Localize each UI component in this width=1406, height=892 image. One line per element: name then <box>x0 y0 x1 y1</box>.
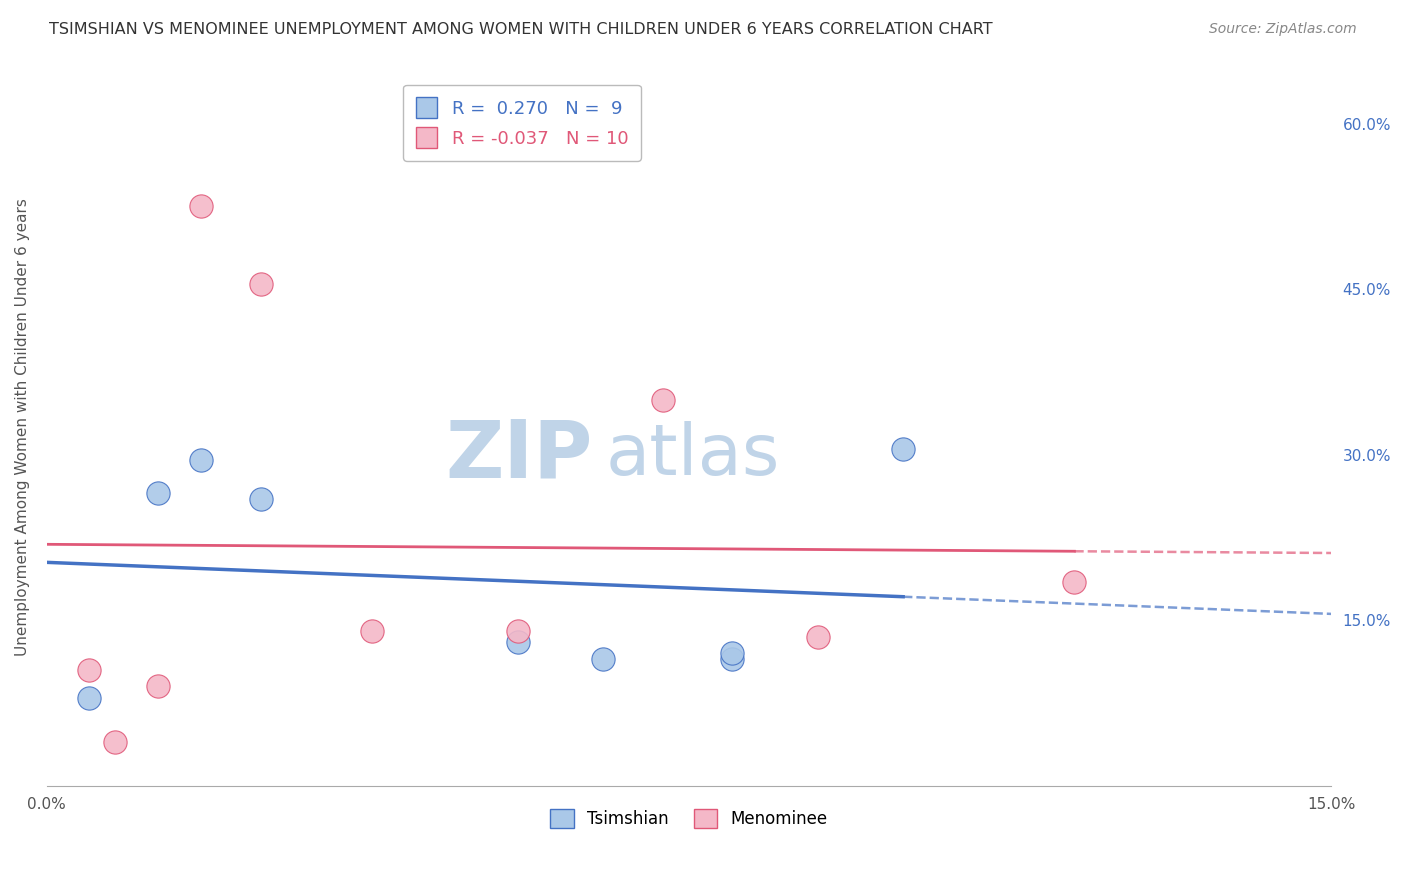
Point <box>190 453 212 467</box>
Y-axis label: Unemployment Among Women with Children Under 6 years: Unemployment Among Women with Children U… <box>15 198 30 657</box>
Point <box>104 734 127 748</box>
Point <box>721 652 744 666</box>
Point <box>249 277 271 291</box>
Point <box>249 491 271 506</box>
Point <box>146 486 169 500</box>
Point <box>146 680 169 694</box>
Point <box>79 663 101 677</box>
Point <box>506 635 529 649</box>
Point <box>806 630 828 644</box>
Point <box>891 442 914 457</box>
Text: atlas: atlas <box>606 421 780 491</box>
Text: ZIP: ZIP <box>446 417 593 495</box>
Text: Source: ZipAtlas.com: Source: ZipAtlas.com <box>1209 22 1357 37</box>
Point <box>1063 574 1085 589</box>
Point <box>506 624 529 639</box>
Point <box>652 392 675 407</box>
Point <box>721 646 744 660</box>
Point <box>361 624 384 639</box>
Text: TSIMSHIAN VS MENOMINEE UNEMPLOYMENT AMONG WOMEN WITH CHILDREN UNDER 6 YEARS CORR: TSIMSHIAN VS MENOMINEE UNEMPLOYMENT AMON… <box>49 22 993 37</box>
Point <box>79 690 101 705</box>
Point <box>190 199 212 213</box>
Point <box>592 652 614 666</box>
Legend: Tsimshian, Menominee: Tsimshian, Menominee <box>544 802 834 835</box>
